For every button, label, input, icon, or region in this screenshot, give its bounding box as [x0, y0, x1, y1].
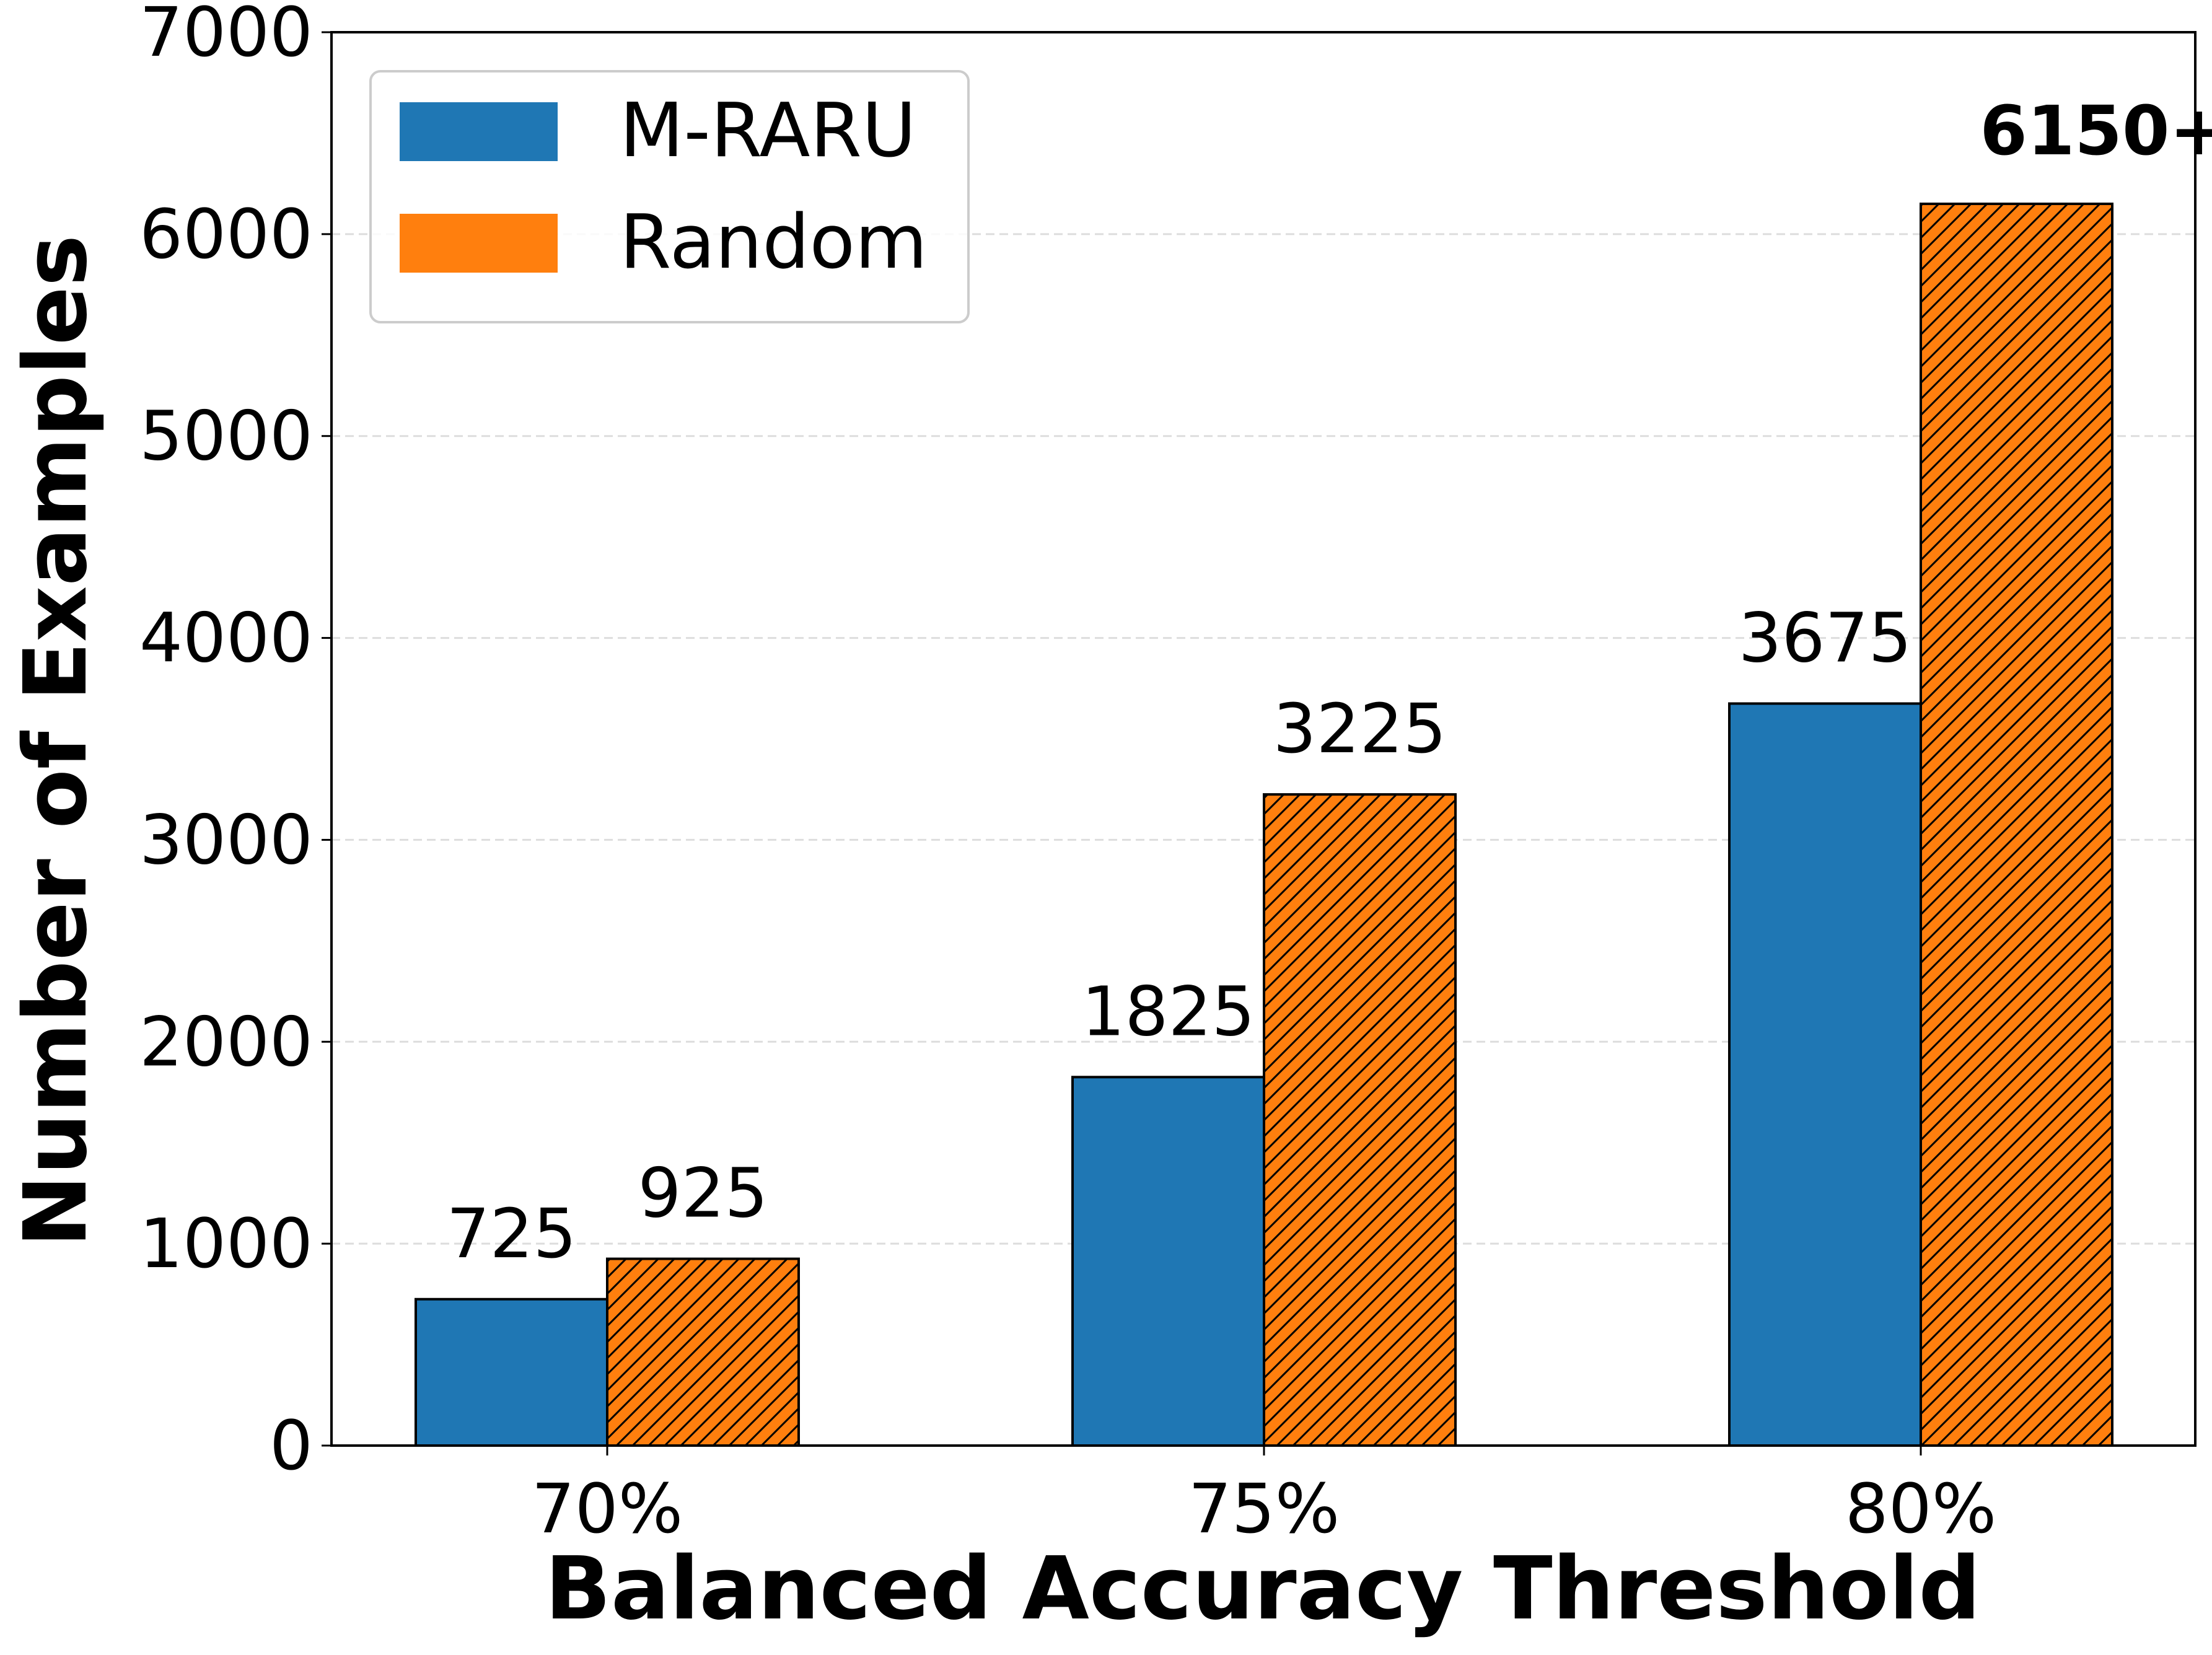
legend-label: M-RARU	[620, 88, 916, 174]
x-axis-title: Balanced Accuracy Threshold	[545, 1539, 1980, 1640]
x-tick-label: 70%	[532, 1469, 683, 1548]
bar-random-0	[606, 1257, 800, 1447]
bar-m-raru-0	[415, 1297, 608, 1447]
y-tick-label: 4000	[139, 599, 313, 678]
legend: M-RARU Random	[369, 70, 970, 323]
y-tick-label: 5000	[139, 397, 313, 476]
bar-m-raru-2	[1728, 702, 1922, 1447]
data-label: 1825	[1082, 972, 1255, 1051]
x-tick-label: 75%	[1188, 1469, 1340, 1548]
bar-m-raru-1	[1071, 1076, 1265, 1447]
bar-random-1	[1263, 793, 1457, 1447]
y-tick-label: 7000	[139, 0, 313, 72]
y-tick-label: 1000	[139, 1204, 313, 1283]
bars	[415, 202, 2113, 1447]
x-tick-label: 80%	[1845, 1469, 1997, 1548]
y-tick-label: 6000	[139, 195, 313, 274]
y-tick-label: 2000	[139, 1002, 313, 1081]
legend-swatch	[400, 102, 558, 161]
y-axis-title: Number of Examples	[6, 235, 107, 1247]
data-label: 3675	[1739, 598, 1912, 677]
data-labels: 725 1825 3675 925 3225 6150+	[447, 91, 2212, 1273]
y-tick-label: 0	[270, 1406, 313, 1485]
y-tick-label: 3000	[139, 800, 313, 879]
axes: 0 1000 2000 3000 4000 5000 6000 7000 70% 75% 80%	[139, 0, 2197, 1548]
data-label: 925	[638, 1154, 768, 1233]
legend-label: Random	[620, 200, 928, 286]
data-label: 725	[447, 1194, 577, 1273]
bar-random-2	[1920, 202, 2113, 1447]
data-label: 3225	[1273, 689, 1447, 768]
legend-swatch	[400, 214, 558, 273]
data-label: 6150+	[1980, 91, 2212, 170]
